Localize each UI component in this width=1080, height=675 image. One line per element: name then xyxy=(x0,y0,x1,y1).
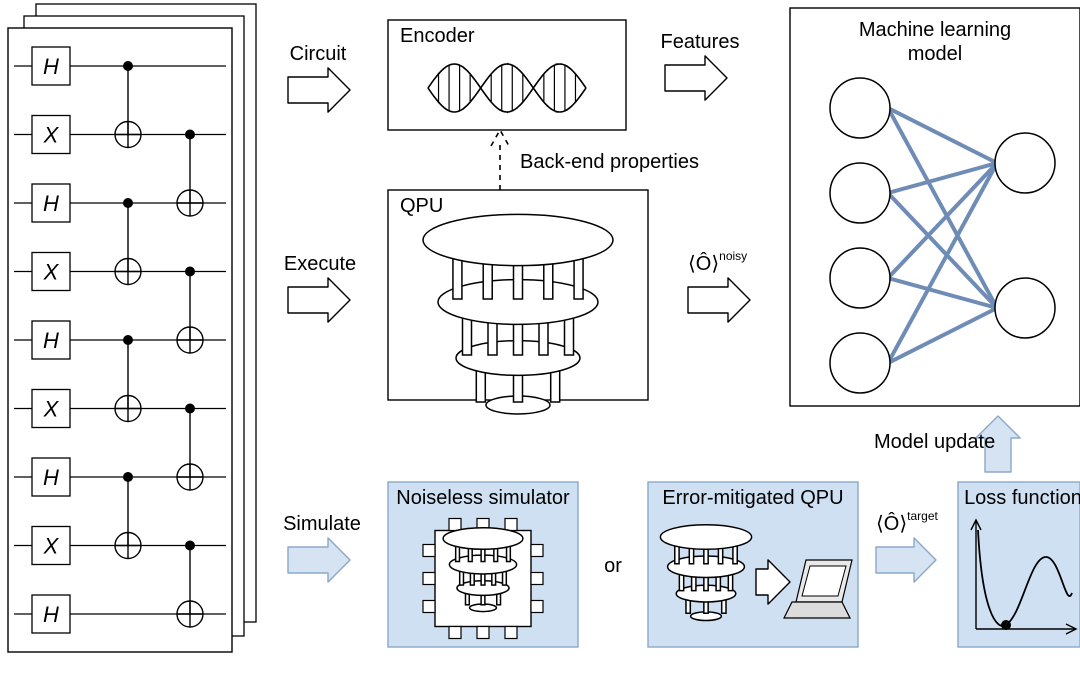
loss-function-box: Loss function xyxy=(958,482,1080,647)
gate-1: X xyxy=(43,123,60,148)
gate-2: H xyxy=(43,191,59,216)
loss-label: Loss function xyxy=(964,487,1080,509)
gate-6: H xyxy=(43,465,59,490)
noiseless-label: Noiseless simulator xyxy=(396,487,570,509)
noiseless-sim-box: Noiseless simulator xyxy=(388,482,578,647)
o-noisy-label: ⟨Ô⟩noisy xyxy=(688,249,747,275)
em-qpu-label: Error-mitigated QPU xyxy=(662,487,843,509)
encoder-label: Encoder xyxy=(400,25,475,47)
gate-7: X xyxy=(43,534,60,559)
error-mitigated-qpu-box: Error-mitigated QPU xyxy=(648,482,858,647)
features-arrow-label: Features xyxy=(661,31,740,53)
gate-8: H xyxy=(43,602,59,627)
circuit-stack: H X H X H X H X H xyxy=(8,4,256,652)
circuit-arrow-label: Circuit xyxy=(290,43,347,65)
model-update-label: Model update xyxy=(874,431,995,453)
o-target-label: ⟨Ô⟩target xyxy=(876,509,939,535)
or-label: or xyxy=(604,555,622,577)
gate-4: H xyxy=(43,328,59,353)
simulate-arrow-label: Simulate xyxy=(283,513,361,535)
execute-arrow-label: Execute xyxy=(284,253,356,275)
backend-label: Back-end properties xyxy=(520,151,699,173)
gate-0: H xyxy=(43,54,59,79)
gate-5: X xyxy=(43,397,60,422)
encoder-box: Encoder xyxy=(388,20,626,130)
ml-model-box: Machine learningmodel xyxy=(790,8,1080,406)
qpu-box: QPU xyxy=(388,190,648,414)
gate-3: X xyxy=(43,260,60,285)
qpu-label: QPU xyxy=(400,195,443,217)
